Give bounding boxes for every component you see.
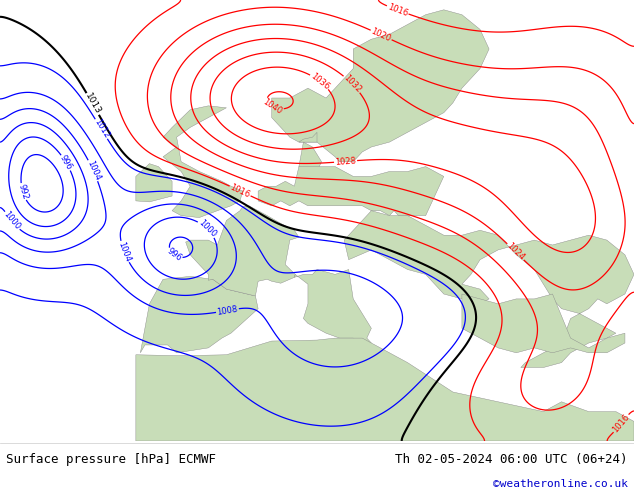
Text: ©weatheronline.co.uk: ©weatheronline.co.uk [493, 479, 628, 489]
Polygon shape [136, 338, 634, 441]
Text: 992: 992 [16, 183, 29, 200]
Text: 1016: 1016 [386, 2, 409, 18]
Text: 1028: 1028 [335, 156, 356, 167]
Text: 1000: 1000 [1, 210, 22, 232]
Text: 1016: 1016 [611, 413, 631, 435]
Text: 1004: 1004 [116, 241, 133, 263]
Text: 1024: 1024 [505, 242, 526, 263]
Text: Surface pressure [hPa] ECMWF: Surface pressure [hPa] ECMWF [6, 453, 216, 466]
Text: 996: 996 [58, 153, 74, 172]
Text: 1013: 1013 [83, 92, 102, 116]
Text: 1032: 1032 [342, 74, 363, 95]
Polygon shape [258, 167, 444, 216]
Polygon shape [272, 10, 489, 162]
Polygon shape [163, 106, 243, 218]
Text: 1020: 1020 [370, 26, 392, 44]
Polygon shape [344, 211, 634, 368]
Polygon shape [186, 206, 299, 296]
Polygon shape [136, 164, 172, 202]
Text: 1004: 1004 [85, 159, 101, 182]
Text: 1036: 1036 [309, 71, 331, 92]
Text: 996: 996 [165, 246, 183, 264]
Polygon shape [462, 294, 625, 353]
Text: 1000: 1000 [197, 218, 217, 239]
Polygon shape [294, 270, 372, 348]
Polygon shape [140, 276, 258, 353]
Text: 1016: 1016 [229, 182, 252, 199]
Polygon shape [299, 132, 317, 142]
Text: 1040: 1040 [261, 98, 284, 117]
Polygon shape [299, 142, 321, 172]
Text: Th 02-05-2024 06:00 UTC (06+24): Th 02-05-2024 06:00 UTC (06+24) [395, 453, 628, 466]
Text: 1008: 1008 [216, 304, 238, 317]
Text: 1012: 1012 [92, 118, 110, 140]
